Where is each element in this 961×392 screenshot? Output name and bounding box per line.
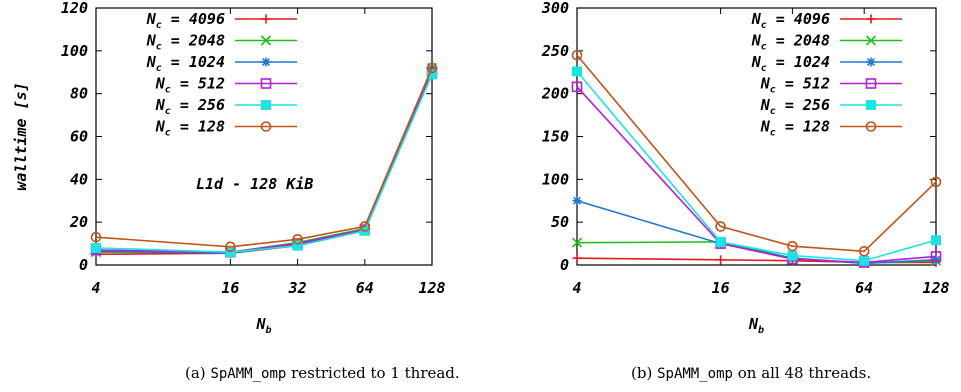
caption-a-label: (a) bbox=[185, 364, 206, 382]
series-point bbox=[571, 49, 583, 61]
y-tick-label: 250 bbox=[541, 42, 569, 60]
legend-label-2: Nc = 1024 bbox=[751, 53, 830, 74]
legend-label-2: Nc = 1024 bbox=[146, 53, 225, 74]
y-tick-label: 120 bbox=[61, 0, 88, 17]
y-tick-label: 50 bbox=[551, 213, 569, 231]
legend-marker-5 bbox=[260, 121, 272, 132]
legend-label-4: Nc = 256 bbox=[155, 96, 225, 117]
series-point bbox=[858, 245, 870, 257]
legend-marker-3 bbox=[865, 78, 877, 89]
legend-label-5: Nc = 128 bbox=[760, 118, 830, 139]
legend-marker-4 bbox=[261, 100, 271, 110]
caption-b: (b) SpAMM_omp on all 48 threads. bbox=[631, 364, 871, 382]
series-line-5 bbox=[95, 67, 433, 248]
x-tick-label: 16 bbox=[712, 279, 730, 297]
legend-marker-1 bbox=[260, 35, 272, 46]
legend-marker-0 bbox=[261, 14, 271, 24]
legend-marker-1 bbox=[865, 35, 877, 46]
legend-label-3: Nc = 512 bbox=[155, 75, 225, 96]
caption-b-text: on all 48 threads. bbox=[737, 364, 872, 382]
y-tick-label: 150 bbox=[542, 128, 569, 146]
series-point bbox=[225, 241, 236, 253]
y-tick-label: 80 bbox=[70, 85, 88, 103]
y-tick-label: 100 bbox=[542, 170, 569, 188]
series-line-2 bbox=[576, 199, 937, 265]
x-tick-label: 4 bbox=[91, 279, 100, 297]
series-point bbox=[859, 255, 870, 266]
series-point bbox=[426, 62, 438, 74]
series-line-4 bbox=[576, 70, 937, 262]
legend-label-0: Nc = 4096 bbox=[751, 10, 830, 31]
series-line-1 bbox=[96, 67, 433, 253]
legend-marker-3 bbox=[260, 78, 272, 89]
caption-a-text: restricted to 1 thread. bbox=[291, 364, 460, 382]
legend-marker-0 bbox=[866, 14, 876, 24]
series-point bbox=[571, 237, 583, 248]
y-tick-label: 60 bbox=[70, 128, 88, 146]
x-tick-label: 16 bbox=[221, 279, 239, 297]
series-line-2 bbox=[95, 71, 433, 255]
series-point bbox=[90, 231, 102, 243]
legend-marker-2 bbox=[261, 57, 271, 67]
legend-label-4: Nc = 256 bbox=[760, 96, 830, 117]
series-point bbox=[225, 247, 236, 258]
legend-marker-2 bbox=[866, 57, 876, 67]
y-tick-label: 40 bbox=[70, 170, 88, 188]
series-line-5 bbox=[576, 54, 937, 253]
series-point bbox=[930, 176, 942, 188]
y-tick-label: 0 bbox=[79, 256, 88, 274]
series-point bbox=[572, 253, 582, 263]
legend-label-0: Nc = 4096 bbox=[146, 10, 225, 31]
series-point bbox=[359, 221, 371, 232]
series-point bbox=[931, 235, 941, 246]
series-point bbox=[930, 251, 942, 262]
series-point bbox=[716, 255, 726, 265]
y-tick-label: 20 bbox=[69, 213, 88, 231]
legend-label-3: Nc = 512 bbox=[760, 75, 830, 96]
series-line-0 bbox=[95, 71, 433, 256]
x-axis-label: Nb bbox=[748, 315, 764, 336]
x-tick-label: 64 bbox=[356, 279, 374, 297]
legend-marker-5 bbox=[865, 121, 877, 132]
legend-label-1: Nc = 2048 bbox=[146, 32, 225, 53]
series-line-3 bbox=[95, 71, 433, 253]
caption-a: (a) SpAMM_omp restricted to 1 thread. bbox=[185, 364, 460, 382]
series-point bbox=[292, 234, 303, 245]
legend-marker-4 bbox=[866, 100, 876, 110]
series-point bbox=[787, 240, 798, 252]
series-point bbox=[787, 250, 798, 261]
x-tick-label: 64 bbox=[855, 279, 873, 297]
x-tick-label: 128 bbox=[418, 279, 445, 297]
x-tick-label: 32 bbox=[782, 279, 801, 297]
series-point bbox=[572, 66, 582, 77]
y-tick-label: 200 bbox=[541, 85, 569, 103]
series-point bbox=[572, 196, 582, 206]
series-point bbox=[931, 255, 941, 265]
y-tick-label: 300 bbox=[541, 0, 569, 17]
x-tick-label: 128 bbox=[922, 279, 949, 297]
legend-label-1: Nc = 2048 bbox=[751, 32, 830, 53]
x-tick-label: 4 bbox=[572, 279, 581, 297]
y-axis-label: walltime [s] bbox=[12, 82, 30, 190]
caption-b-code: SpAMM_omp bbox=[657, 366, 733, 382]
y-tick-label: 100 bbox=[61, 42, 88, 60]
y-tick-label: 0 bbox=[560, 256, 569, 274]
series-point bbox=[571, 81, 583, 93]
legend-label-5: Nc = 128 bbox=[155, 118, 225, 139]
series-point bbox=[715, 221, 726, 232]
caption-b-label: (b) bbox=[631, 364, 653, 382]
annotation: L1d - 128 KiB bbox=[196, 175, 313, 193]
x-axis-label: Nb bbox=[255, 315, 271, 336]
caption-a-code: SpAMM_omp bbox=[210, 366, 287, 382]
chart-a: 0 20 40 60 80 100 120 4 16 32 64 128 Nb walltime [s] L… bbox=[12, 0, 446, 336]
series-point bbox=[715, 236, 726, 247]
x-tick-label: 32 bbox=[288, 279, 307, 297]
series-point bbox=[292, 240, 303, 251]
series-point bbox=[91, 242, 101, 253]
